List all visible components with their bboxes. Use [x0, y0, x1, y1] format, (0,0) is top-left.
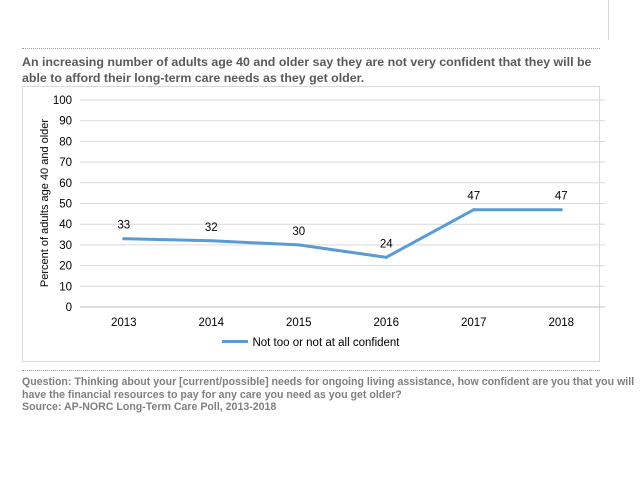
y-tick-label: 20 — [59, 261, 72, 273]
data-label: 24 — [380, 238, 393, 250]
legend-label: Not too or not at all confident — [252, 337, 400, 349]
data-point — [559, 208, 563, 212]
data-label: 47 — [467, 191, 480, 203]
data-label: 32 — [205, 222, 218, 234]
x-tick-label: 2016 — [373, 317, 399, 329]
top-divider — [22, 48, 600, 49]
y-tick-label: 60 — [59, 178, 72, 190]
legend-swatch — [222, 340, 249, 344]
data-point — [297, 243, 301, 247]
x-tick-label: 2015 — [286, 317, 312, 329]
y-tick-label: 10 — [59, 281, 72, 293]
x-tick-label: 2017 — [461, 317, 487, 329]
x-tick-label: 2018 — [548, 317, 574, 329]
chart-headline: An increasing number of adults age 40 an… — [22, 55, 592, 85]
y-tick-label: 70 — [59, 157, 72, 169]
source-line: Source: AP-NORC Long-Term Care Poll, 201… — [22, 401, 277, 413]
legend: Not too or not at all confident — [22, 336, 600, 350]
y-axis-title: Percent of adults age 40 and older — [39, 119, 51, 288]
footnote: Question: Thinking about your [current/p… — [22, 376, 635, 414]
x-tick-label: 2013 — [111, 317, 137, 329]
data-label: 30 — [292, 226, 305, 238]
series-line — [122, 208, 563, 259]
data-point — [384, 255, 388, 259]
question-line-2: have the financial resources to pay for … — [22, 388, 402, 401]
question-line-1: Question: Thinking about your [current/p… — [22, 376, 635, 388]
data-label: 47 — [555, 191, 568, 203]
bottom-divider — [22, 370, 600, 371]
data-point — [472, 208, 476, 212]
y-tick-label: 90 — [59, 116, 72, 128]
data-label: 33 — [117, 220, 130, 232]
edge-divider — [608, 0, 609, 40]
y-tick-label: 80 — [59, 136, 72, 148]
data-point — [122, 237, 126, 241]
y-tick-label: 0 — [66, 302, 72, 314]
y-tick-label: 40 — [59, 219, 72, 231]
x-tick-label: 2014 — [198, 317, 224, 329]
y-tick-label: 100 — [53, 95, 72, 107]
y-tick-label: 50 — [59, 199, 72, 211]
y-tick-label: 30 — [59, 240, 72, 252]
data-point — [209, 239, 213, 243]
